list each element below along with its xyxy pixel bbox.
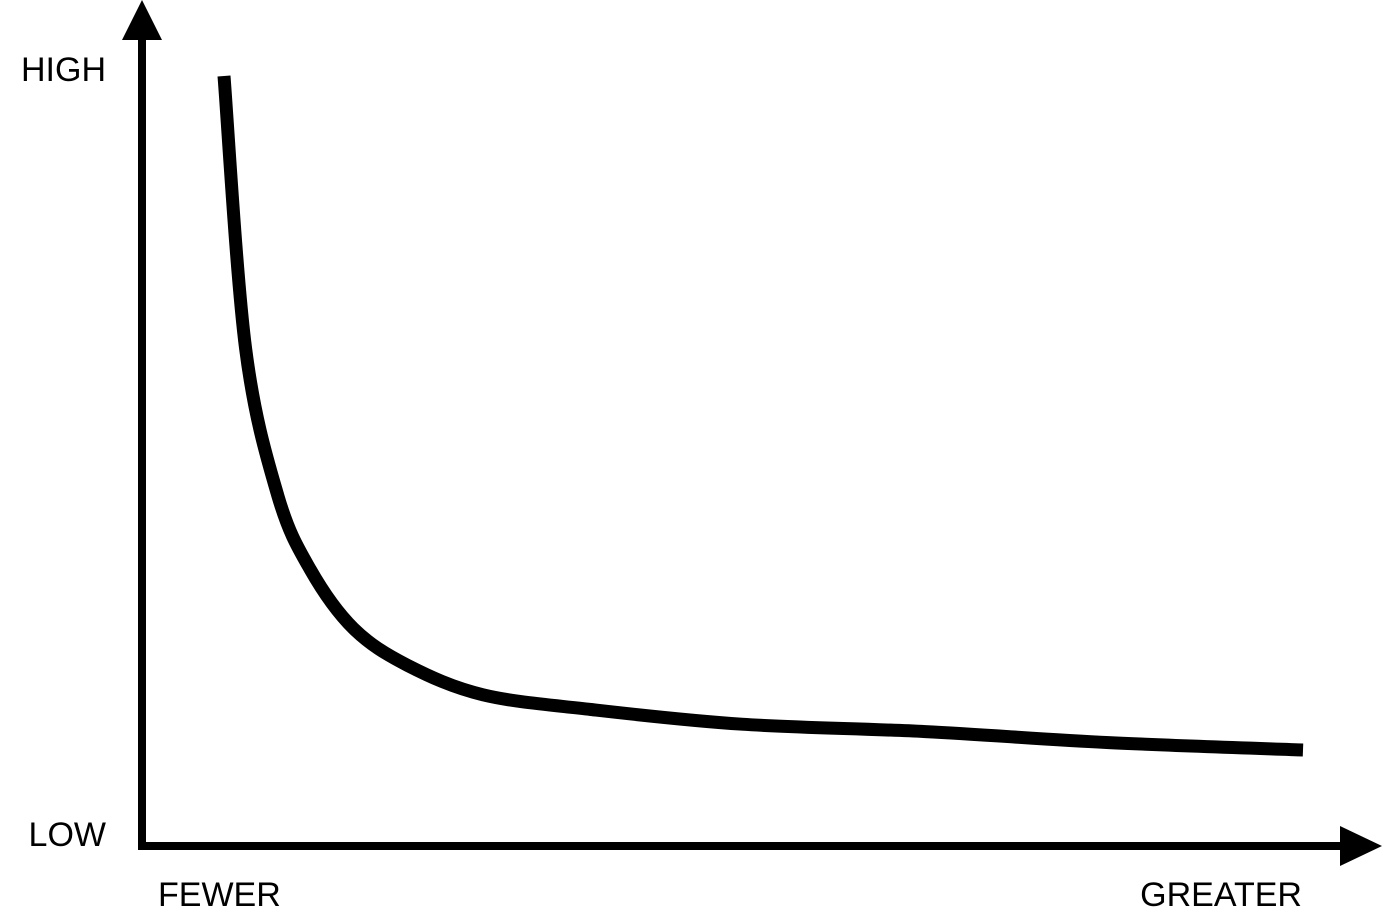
x-axis-arrow [1340,826,1382,866]
x-tick-greater: GREATER [1140,876,1302,914]
series-line-0 [217,75,1304,757]
y-tick-low: LOW [29,816,106,854]
series-layer [217,75,1304,757]
x-tick-fewer: FEWER [158,876,281,914]
y-axis-arrow [122,0,162,40]
y-tick-high: HIGH [21,51,106,89]
